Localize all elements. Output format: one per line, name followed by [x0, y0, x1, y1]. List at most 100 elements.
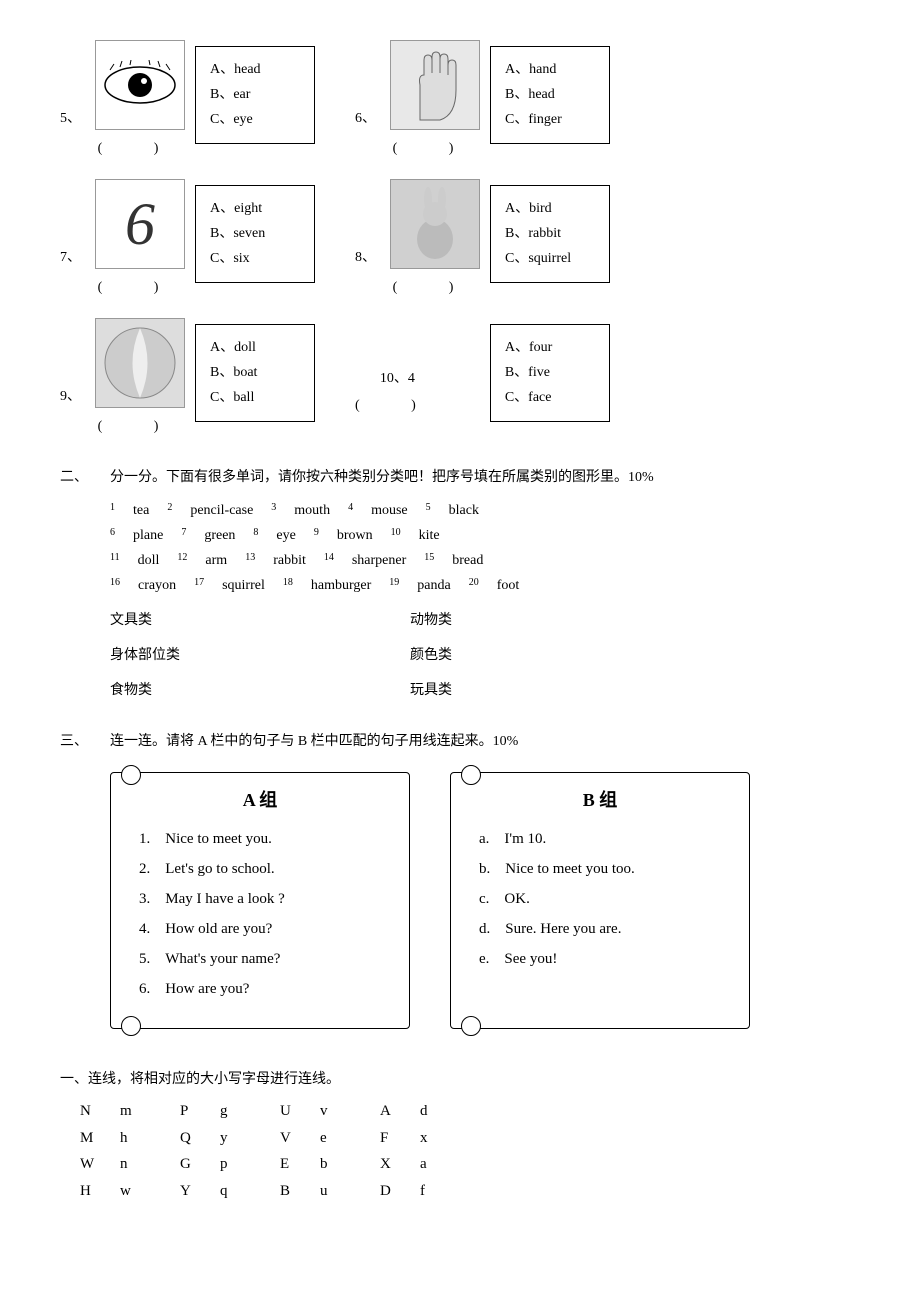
word-list: 1tea2pencil-case3mouth4mouse5black6plane… — [60, 500, 860, 596]
uppercase-letter: A — [380, 1100, 420, 1123]
answer-blank[interactable]: ( ) — [98, 138, 183, 159]
letter-row: NmPgUvAd — [80, 1100, 860, 1123]
category-label: 颜色类 — [410, 645, 710, 666]
letter-pair: Mh — [80, 1127, 180, 1150]
question-8: 8、 ( ) A、bird B、rabbit C、squirrel — [355, 179, 610, 298]
option-b: B、ear — [210, 82, 300, 107]
answer-blank[interactable]: ( ) — [98, 277, 183, 298]
option-b: B、boat — [210, 360, 300, 385]
question-row-9-10: 9、 ( ) A、doll B、boat C、ball 10、4 ( ) A、f… — [60, 318, 860, 437]
letter-pair: Gp — [180, 1153, 280, 1176]
lowercase-letter: d — [420, 1100, 460, 1123]
word-item: 15bread — [424, 550, 483, 571]
lowercase-letter: a — [420, 1153, 460, 1176]
letter-pair: Hw — [80, 1180, 180, 1203]
list-item: 3. May I have a look ? — [139, 884, 391, 914]
option-b: B、seven — [210, 221, 300, 246]
option-c: C、face — [505, 385, 595, 410]
letter-row: HwYqBuDf — [80, 1180, 860, 1203]
list-item: d. Sure. Here you are. — [479, 914, 731, 944]
image-box: ( ) — [95, 318, 185, 437]
uppercase-letter: Y — [180, 1180, 220, 1203]
option-c: C、ball — [210, 385, 300, 410]
section-title: 连一连。请将 A 栏中的句子与 B 栏中匹配的句子用线连起来。10% — [110, 731, 860, 752]
letter-row: WnGpEbXa — [80, 1153, 860, 1176]
answer-blank[interactable]: ( ) — [393, 138, 478, 159]
section-number: 二、 — [60, 467, 110, 488]
option-a: A、hand — [505, 57, 595, 82]
question-row-5-6: 5、 ( ) A、head B、ear C、eye 6、 ( ) A、hand … — [60, 40, 860, 159]
letter-pair: Eb — [280, 1153, 380, 1176]
answer-blank[interactable]: ( ) — [355, 395, 440, 416]
word-item: 10kite — [391, 525, 440, 546]
eye-image — [95, 40, 185, 130]
list-item: c. OK. — [479, 884, 731, 914]
question-7: 7、 6 ( ) A、eight B、seven C、six — [60, 179, 315, 298]
word-item: 19panda — [389, 575, 450, 596]
uppercase-letter: X — [380, 1153, 420, 1176]
word-row: 6plane7green8eye9brown10kite — [110, 525, 860, 546]
word-row: 16crayon17squirrel18hamburger19panda20fo… — [110, 575, 860, 596]
text-box: 10、4 ( ) — [355, 368, 440, 416]
list-item: 5. What's your name? — [139, 944, 391, 974]
section-title: 连线，将相对应的大小写字母进行连线。 — [88, 1072, 340, 1087]
uppercase-letter: E — [280, 1153, 320, 1176]
section-number: 三、 — [60, 731, 110, 752]
list-item: 6. How are you? — [139, 974, 391, 1004]
word-item: 8eye — [253, 525, 295, 546]
section-title: 分一分。下面有很多单词，请你按六种类别分类吧！把序号填在所属类别的图形里。10% — [110, 467, 860, 488]
question-number: 9、 — [60, 386, 81, 407]
lowercase-letter: u — [320, 1180, 360, 1203]
question-10: 10、4 ( ) A、four B、five C、face — [355, 318, 610, 422]
letter-row: MhQyVeFx — [80, 1127, 860, 1150]
word-item: 20foot — [469, 575, 520, 596]
uppercase-letter: U — [280, 1100, 320, 1123]
answer-blank[interactable]: ( ) — [98, 416, 183, 437]
word-item: 11doll — [110, 550, 159, 571]
uppercase-letter: H — [80, 1180, 120, 1203]
word-item: 3mouth — [271, 500, 330, 521]
lowercase-letter: m — [120, 1100, 160, 1123]
option-a: A、four — [505, 335, 595, 360]
letter-pair: Nm — [80, 1100, 180, 1123]
option-c: C、finger — [505, 107, 595, 132]
scroll-container: A 组 1. Nice to meet you.2. Let's go to s… — [60, 772, 860, 1029]
group-b-scroll: B 组 a. I'm 10.b. Nice to meet you too.c.… — [450, 772, 750, 1029]
options-box: A、four B、five C、face — [490, 324, 610, 422]
section-2-header: 二、 分一分。下面有很多单词，请你按六种类别分类吧！把序号填在所属类别的图形里。… — [60, 467, 860, 488]
letter-section: 一、连线，将相对应的大小写字母进行连线。 NmPgUvAdMhQyVeFxWnG… — [60, 1069, 860, 1202]
uppercase-letter: B — [280, 1180, 320, 1203]
word-item: 14sharpener — [324, 550, 406, 571]
word-item: 7green — [181, 525, 235, 546]
option-c: C、squirrel — [505, 246, 595, 271]
image-box: ( ) — [390, 40, 480, 159]
question-number: 6、 — [355, 108, 376, 129]
options-box: A、bird B、rabbit C、squirrel — [490, 185, 610, 283]
question-9: 9、 ( ) A、doll B、boat C、ball — [60, 318, 315, 437]
option-a: A、head — [210, 57, 300, 82]
list-item: e. See you! — [479, 944, 731, 974]
letter-pair: Bu — [280, 1180, 380, 1203]
option-c: C、eye — [210, 107, 300, 132]
word-item: 5black — [426, 500, 479, 521]
word-item: 4mouse — [348, 500, 408, 521]
category-label: 食物类 — [110, 680, 410, 701]
word-row: 1tea2pencil-case3mouth4mouse5black — [110, 500, 860, 521]
section-3-header: 三、 连一连。请将 A 栏中的句子与 B 栏中匹配的句子用线连起来。10% — [60, 731, 860, 752]
uppercase-letter: F — [380, 1127, 420, 1150]
word-item: 12arm — [177, 550, 227, 571]
uppercase-letter: N — [80, 1100, 120, 1123]
word-item: 1tea — [110, 500, 149, 521]
letter-pair: Qy — [180, 1127, 280, 1150]
options-box: A、eight B、seven C、six — [195, 185, 315, 283]
answer-blank[interactable]: ( ) — [393, 277, 478, 298]
list-item: 1. Nice to meet you. — [139, 824, 391, 854]
letter-pair: Uv — [280, 1100, 380, 1123]
question-5: 5、 ( ) A、head B、ear C、eye — [60, 40, 315, 159]
letter-pair: Fx — [380, 1127, 480, 1150]
option-a: A、bird — [505, 196, 595, 221]
question-number: 5、 — [60, 108, 81, 129]
option-a: A、eight — [210, 196, 300, 221]
question-number: 7、 — [60, 247, 81, 268]
uppercase-letter: D — [380, 1180, 420, 1203]
